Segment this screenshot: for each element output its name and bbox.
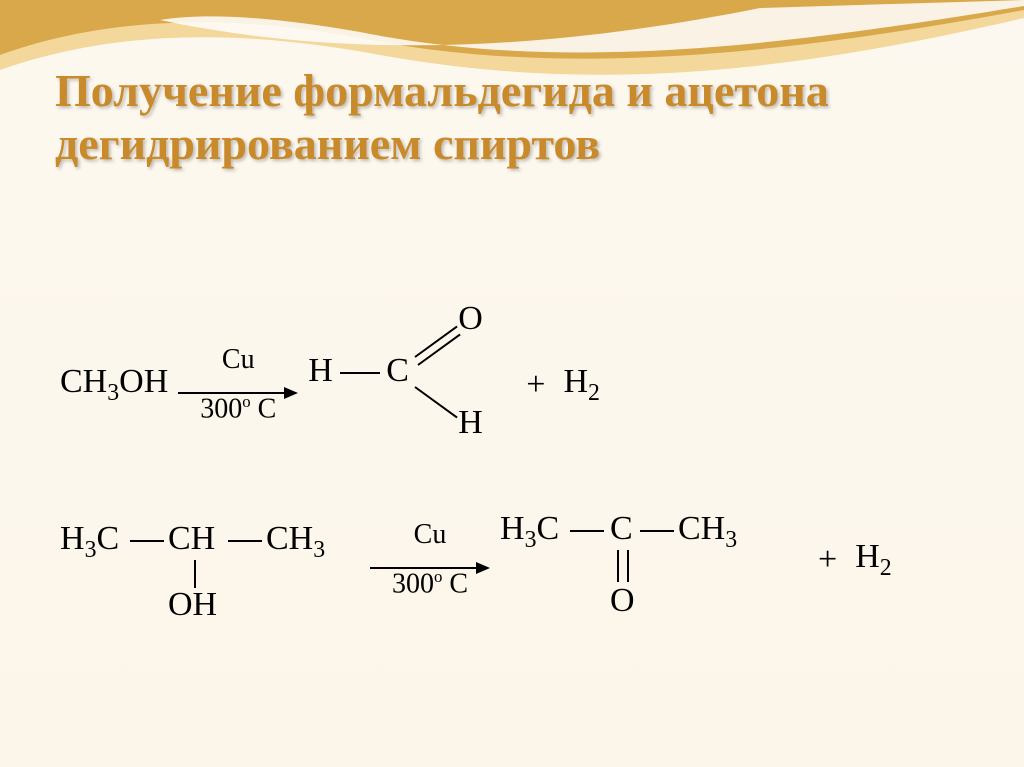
slide-title: Получение формальдегида и ацетона дегидр… [55,65,969,171]
reactions-area: CH3OH Cu 300o C H C O H + H2 H3C CH [60,330,984,720]
r1-product-formaldehyde: H C O H [308,300,508,440]
r1-reagent: CH3OH [60,363,168,407]
r2-product-acetone: H3C C CH3 O [500,510,800,650]
r2-arrow: Cu 300o C [370,521,490,598]
r2-reagent-isopropanol: H3C CH CH3 OH [60,520,360,640]
iso-center: CH [168,520,215,558]
iso-left: H3C [60,520,119,564]
r2-plus: + [818,541,837,579]
r1-plus: + [526,366,545,404]
formaldehyde-H-bottom: H [458,404,483,442]
reaction-2: H3C CH CH3 OH Cu 300o C H3C C CH3 O [60,510,984,650]
iso-right: CH3 [266,520,325,564]
r2-byproduct: H2 [855,538,891,582]
r1-byproduct: H2 [563,363,599,407]
formaldehyde-H-left: H [308,352,333,390]
ace-right: CH3 [678,510,737,554]
ace-left: H3C [500,510,559,554]
reaction-1: CH3OH Cu 300o C H C O H + H2 [60,330,984,440]
ace-oxygen: O [610,582,635,620]
r1-catalyst: Cu [222,346,255,374]
iso-oh: OH [168,586,217,624]
ace-center: C [610,510,633,548]
formaldehyde-C: C [386,352,409,390]
r1-arrow: Cu 300o C [178,346,298,423]
formaldehyde-O: O [458,300,483,338]
r2-catalyst: Cu [414,521,447,549]
